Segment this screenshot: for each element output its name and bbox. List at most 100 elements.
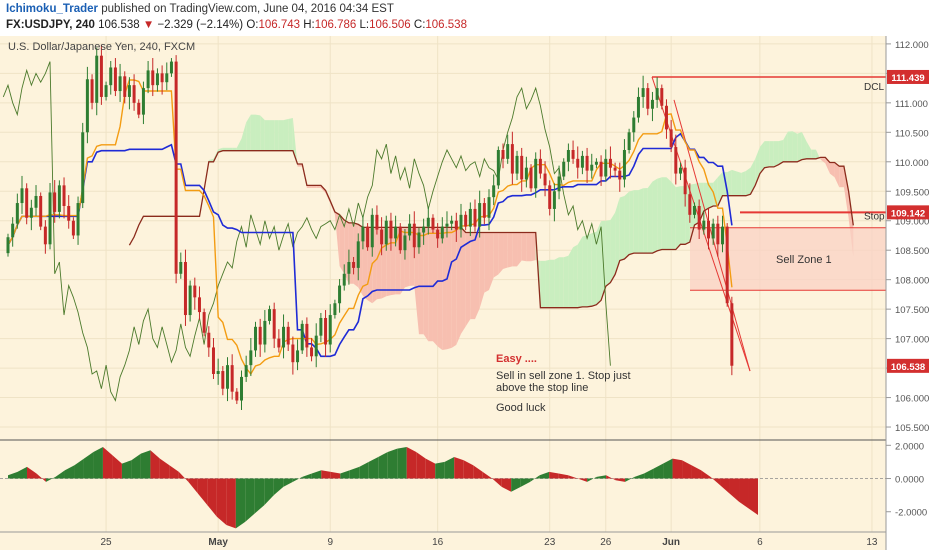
kumo-segment — [540, 260, 546, 308]
candle-body — [6, 237, 10, 254]
oscillator-segment — [416, 451, 426, 479]
oscillator-segment — [311, 470, 322, 479]
x-tick-label: 16 — [432, 537, 444, 548]
oscillator-segment — [425, 458, 436, 479]
candle-body — [459, 214, 463, 230]
oscillator-segment — [454, 456, 464, 479]
price-chart[interactable]: 105.500106.000106.500107.000107.500108.0… — [0, 36, 932, 550]
last-price: 106.538 — [98, 19, 140, 31]
candle-body — [146, 70, 150, 89]
close-value: 106.538 — [425, 19, 467, 31]
kumo-segment — [596, 221, 602, 305]
candle-body — [169, 61, 173, 74]
candle-body — [310, 347, 314, 357]
candle-body — [501, 149, 505, 159]
oscillator-segment — [64, 465, 75, 479]
down-arrow-icon: ▼ — [142, 19, 155, 31]
candle-body — [464, 214, 468, 227]
candle-body — [716, 223, 720, 245]
candle-body — [216, 371, 220, 374]
kumo-segment — [348, 222, 354, 284]
oscillator-segment — [748, 478, 758, 516]
x-tick-label: May — [208, 537, 228, 548]
note-line-2: above the stop line — [496, 382, 588, 394]
oscillator-segment — [330, 471, 341, 479]
oscillator-segment — [359, 461, 369, 479]
candle-body — [202, 312, 206, 333]
kumo-segment — [657, 177, 662, 251]
oscillator-segment — [264, 478, 274, 506]
oscillator-segment — [615, 478, 626, 482]
candle-body — [342, 273, 346, 286]
oscillator-segment — [644, 468, 654, 479]
annotation-texts: DCL Stop Sell Zone 1 Easy .... Sell in sell … — [496, 82, 885, 414]
kumo-segment — [446, 227, 452, 350]
kumo-segment — [787, 131, 793, 162]
oscillator-segment — [691, 465, 702, 479]
candle-body — [632, 117, 636, 133]
y-tick-label: 110.500 — [895, 128, 929, 139]
oscillator-segment — [634, 473, 645, 479]
kumo-segment — [568, 247, 574, 308]
kumo-segment — [652, 178, 658, 254]
x-tick-label: 6 — [757, 537, 763, 548]
oscillator-segment — [568, 475, 578, 479]
candle-body — [85, 79, 89, 133]
candle-body — [286, 326, 290, 345]
kumo-segment — [797, 131, 802, 162]
oscillator-segment — [178, 471, 189, 482]
price-label: 111.439 — [891, 73, 924, 84]
price-label-box — [887, 205, 929, 220]
x-tick-label: 26 — [600, 537, 612, 548]
candle-body — [141, 88, 145, 115]
candle-body — [197, 297, 201, 313]
kumo-segment — [783, 131, 788, 162]
kumo-segment — [713, 177, 718, 206]
publish-info: published on TradingView.com, June 04, 2… — [101, 3, 394, 15]
kumo-segment — [521, 232, 527, 262]
candle-body — [468, 208, 472, 227]
y-tick-label: 110.000 — [895, 158, 929, 169]
candle-body — [562, 161, 566, 177]
candle-body — [450, 220, 454, 224]
candle-body — [39, 195, 43, 227]
kumo-segment — [512, 232, 518, 267]
candle-body — [730, 303, 734, 366]
kumo-segment — [390, 227, 396, 296]
oscillator-segment — [55, 470, 65, 479]
kumo-segment — [666, 177, 672, 250]
kumo-segment — [591, 231, 597, 307]
oscillator-segment — [45, 476, 56, 482]
oscillator-segment — [463, 460, 474, 479]
candle-body — [641, 88, 645, 97]
oscillator-segment — [710, 476, 721, 486]
kumo-segment — [806, 141, 812, 159]
oscillator-segment — [682, 460, 692, 479]
oscillator-segment — [577, 478, 588, 482]
kumo-segment — [418, 227, 424, 335]
kumo-segment — [264, 120, 270, 151]
author-link[interactable]: Ichimoku_Trader — [6, 3, 99, 15]
candle-body — [594, 161, 598, 165]
kumo-segment — [423, 227, 429, 342]
candle-body — [123, 76, 127, 97]
kumo-segment — [764, 141, 770, 168]
oscillator-segment — [729, 478, 740, 502]
candle-body — [230, 365, 234, 392]
candle-body — [538, 158, 542, 174]
candle-body — [664, 105, 668, 130]
oscillator-segment — [36, 473, 46, 482]
oscillator-segment — [216, 478, 227, 526]
axes: 105.500106.000106.500107.000107.500108.0… — [101, 40, 930, 548]
candle-body — [506, 144, 510, 159]
candle-body — [702, 220, 706, 230]
candle-body — [445, 223, 449, 227]
y-tick-label: 106.000 — [895, 394, 929, 405]
candle-body — [258, 326, 262, 345]
candle-body — [674, 147, 678, 174]
kumo-segment — [727, 169, 732, 196]
candle-body — [90, 79, 94, 103]
kumo-segment — [376, 227, 382, 300]
oscillator-segment — [587, 476, 597, 482]
kijun-line — [7, 132, 733, 358]
